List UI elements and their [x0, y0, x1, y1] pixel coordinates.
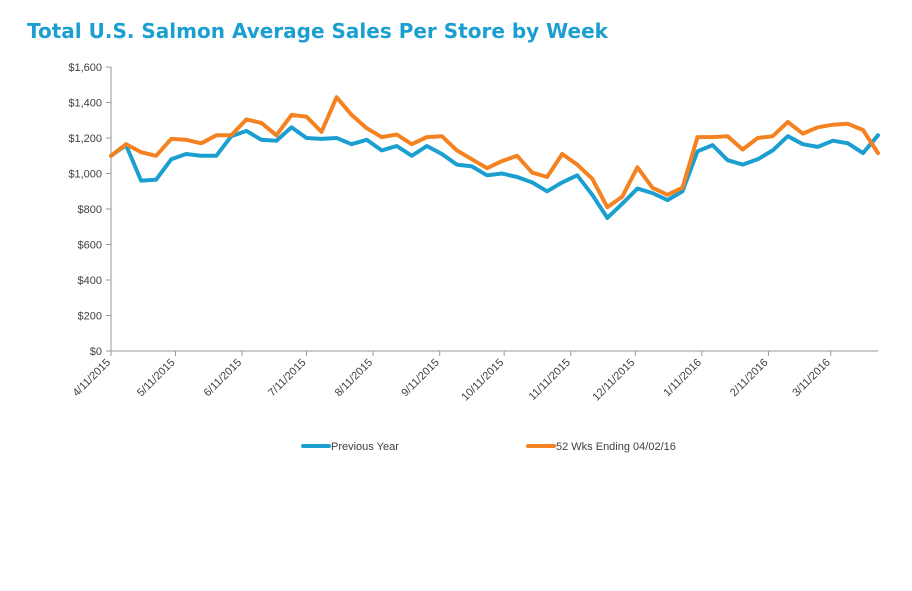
y-tick-label: $400	[78, 275, 102, 287]
y-tick-label: $1,400	[68, 98, 102, 110]
x-tick-label: 5/11/2015	[135, 357, 178, 400]
x-tick-label: 4/11/2015	[71, 357, 114, 400]
x-tick-label: 3/11/2016	[790, 357, 833, 400]
x-tick-label: 2/11/2016	[728, 357, 771, 400]
y-tick-label: $200	[78, 311, 102, 323]
y-tick-label: $1,200	[68, 133, 102, 145]
legend-label: Previous Year	[331, 441, 399, 453]
legend-label: 52 Wks Ending 04/02/16	[556, 441, 676, 453]
y-tick-label: $600	[78, 240, 102, 252]
y-tick-label: $1,000	[68, 169, 102, 181]
series-line-2	[109, 95, 880, 210]
x-tick-label: 7/11/2015	[266, 357, 309, 400]
x-tick-label: 10/11/2015	[459, 357, 506, 404]
x-tick-label: 1/11/2016	[661, 357, 704, 400]
series-line-1	[109, 125, 880, 220]
x-tick-label: 11/11/2015	[527, 357, 573, 403]
series-layer	[109, 95, 880, 220]
y-tick-label: $0	[90, 346, 102, 358]
x-tick-label: 6/11/2015	[202, 357, 245, 400]
y-tick-label: $1,600	[68, 62, 102, 74]
x-tick-label: 8/11/2015	[333, 357, 376, 400]
x-tick-label: 9/11/2015	[399, 357, 442, 400]
x-axis: 4/11/2015 5/11/2015 6/11/2015 7/11/2015 8/11…	[71, 350, 878, 404]
y-axis: $0 $200 $400 $600 $800 $1,000 $1,200 $1,400 $1,6…	[68, 62, 112, 358]
x-tick-label: 12/11/2015	[590, 357, 637, 404]
y-tick-label: $800	[78, 204, 102, 216]
chart-title: Total U.S. Salmon Average Sales Per Stor…	[27, 19, 608, 43]
legend: Previous Year 52 Wks Ending 04/02/16	[301, 441, 676, 453]
